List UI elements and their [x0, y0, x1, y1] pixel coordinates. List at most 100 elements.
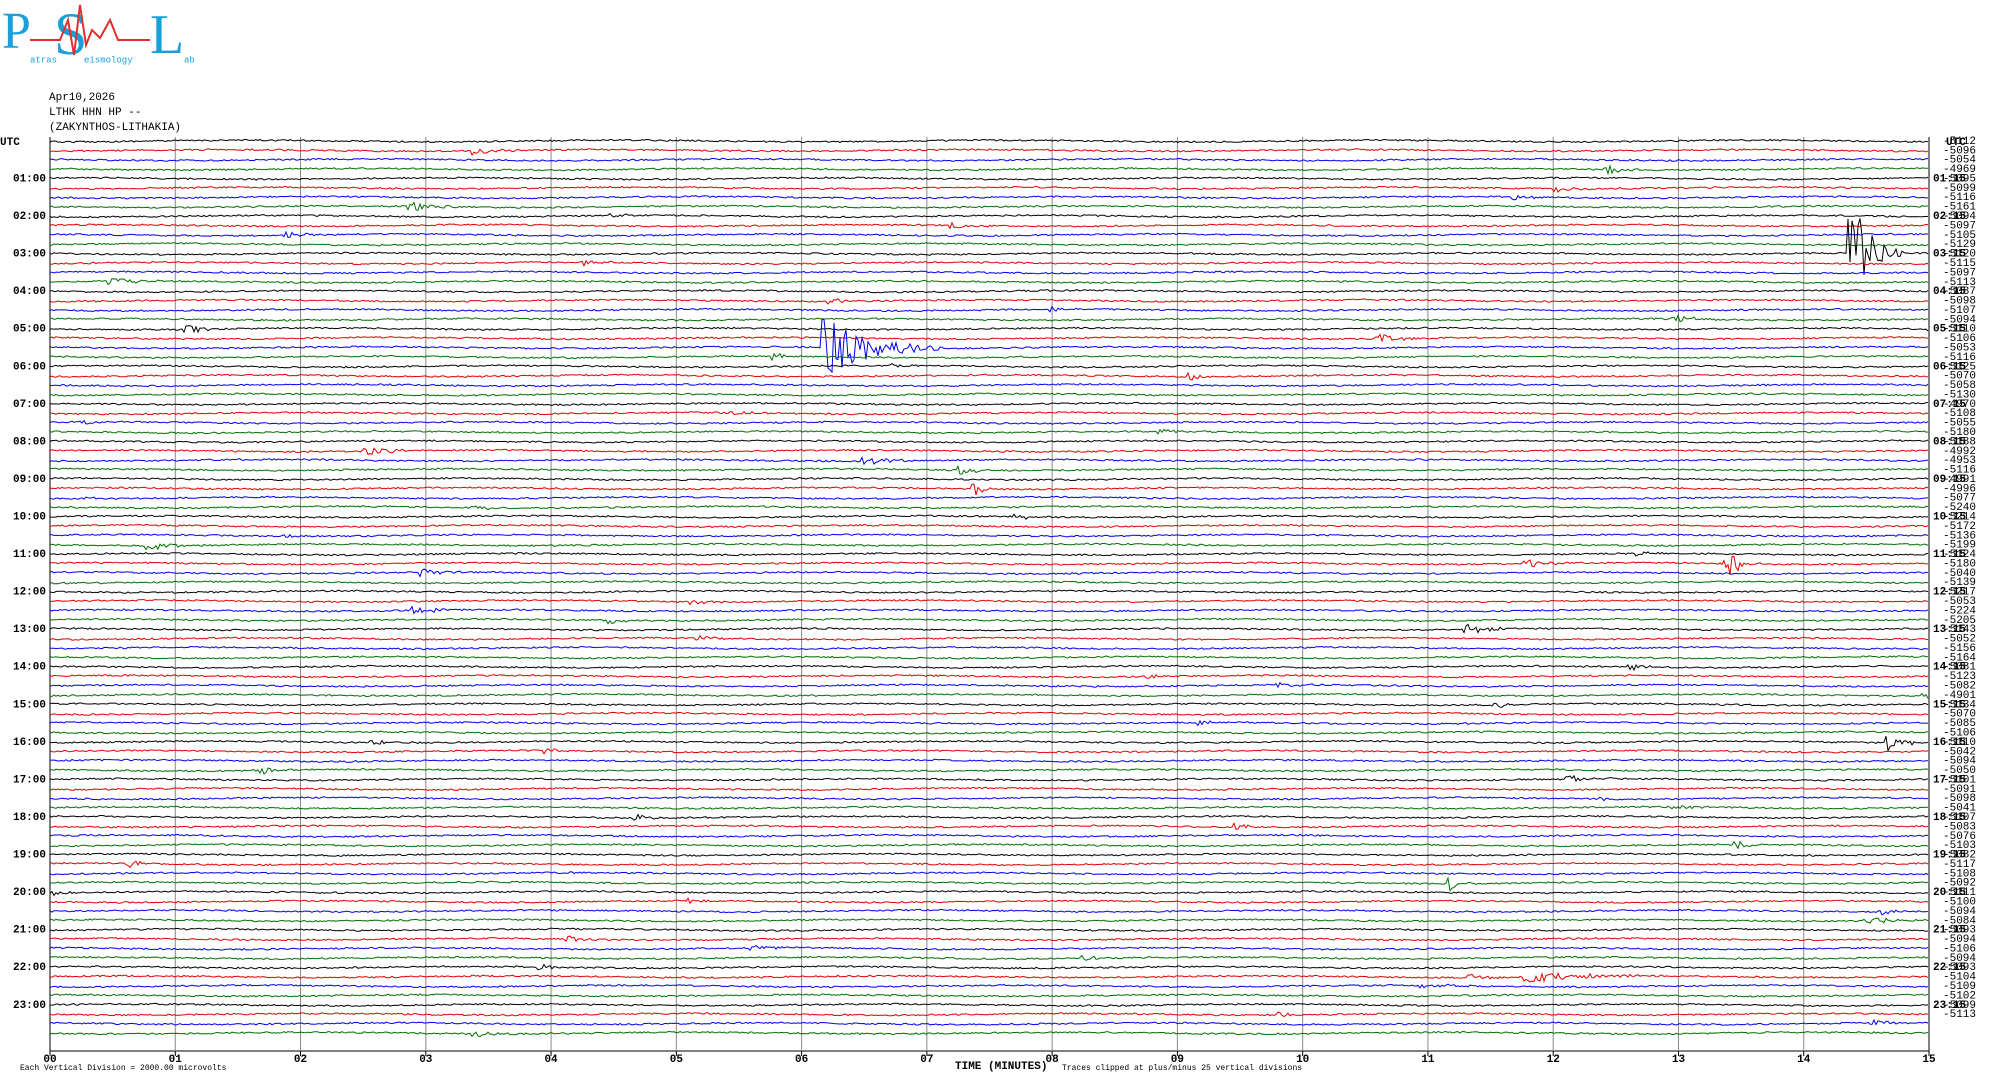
trace-offset: -5107: [1943, 812, 1976, 824]
trace-offset: -5111: [1943, 887, 1976, 899]
trace-offset: -5115: [1943, 258, 1976, 270]
x-tick-label: 06: [795, 1054, 808, 1066]
trace-offset: -5097: [1943, 220, 1976, 232]
trace: [49, 505, 1929, 511]
trace: [49, 983, 1929, 989]
trace-offset: -5116: [1943, 192, 1976, 204]
left-utc: UTC: [0, 137, 20, 149]
x-tick-label: 15: [1922, 1054, 1936, 1066]
trace: [49, 580, 1929, 585]
trace: [49, 221, 1929, 230]
trace-offset: -5156: [1943, 643, 1976, 655]
hour-label: 18:15: [1933, 812, 1966, 824]
trace-offset: -5050: [1943, 765, 1976, 777]
trace-offset: -5098: [1943, 296, 1976, 308]
trace-offset: -5094: [1943, 211, 1976, 223]
trace: [49, 483, 1929, 496]
hour-label: 01:15: [1933, 173, 1966, 185]
trace-offset: -5240: [1943, 502, 1976, 514]
hour-label: 12:15: [1933, 587, 1966, 599]
trace: [49, 711, 1929, 717]
trace: [49, 927, 1929, 932]
trace-offset: -5098: [1943, 793, 1976, 805]
trace-offset: -5082: [1943, 850, 1976, 862]
trace: [49, 513, 1929, 520]
trace: [49, 796, 1928, 802]
trace-offset: -5102: [1943, 990, 1976, 1002]
trace: [49, 767, 1929, 775]
trace: [49, 748, 1929, 755]
trace: [49, 897, 1929, 905]
trace: [49, 352, 1929, 362]
hour-label: 13:15: [1933, 624, 1966, 636]
hour-label: 08:00: [13, 436, 46, 448]
trace-offset: -5097: [1943, 267, 1976, 279]
trace: [49, 476, 1929, 482]
trace: [49, 681, 1929, 689]
hour-label: 07:15: [1933, 399, 1966, 411]
x-axis-title: TIME (MINUTES): [955, 1061, 1047, 1073]
trace-offset: -5129: [1943, 239, 1976, 251]
trace-offset: -5083: [1943, 821, 1976, 833]
x-tick-label: 00: [43, 1054, 56, 1066]
trace: [49, 157, 1929, 162]
trace-offset: -5161: [1943, 202, 1976, 214]
trace: [49, 278, 1929, 286]
trace: [49, 194, 1929, 201]
trace-offset: -5054: [1943, 155, 1976, 167]
trace: [49, 148, 1929, 157]
hour-label: 04:15: [1933, 286, 1966, 298]
trace-offset: -5214: [1943, 512, 1976, 524]
hour-label: 07:00: [13, 399, 46, 411]
trace-offset: -4969: [1943, 164, 1976, 176]
x-tick-label: 05: [670, 1054, 684, 1066]
x-tick-label: 13: [1672, 1054, 1686, 1066]
x-tick-label: 11: [1421, 1054, 1435, 1066]
trace: [49, 551, 1928, 557]
trace: [49, 598, 1929, 606]
trace: [49, 890, 1929, 897]
hour-label: 10:00: [13, 512, 46, 524]
right-utc: UTC: [1946, 137, 1966, 149]
trace: [49, 917, 1929, 924]
trace: [49, 542, 1929, 551]
x-tick-label: 07: [920, 1054, 933, 1066]
trace-offset: -4953: [1943, 455, 1976, 467]
logo-wave: [30, 4, 150, 56]
hour-label: 22:15: [1933, 962, 1966, 974]
trace: [49, 138, 1929, 144]
trace: [49, 663, 1929, 672]
trace-offset: -5041: [1943, 803, 1976, 815]
hour-label: 20:00: [13, 887, 46, 899]
trace-offset: -5124: [1943, 549, 1976, 561]
trace: [49, 963, 1929, 971]
trace: [49, 1011, 1929, 1017]
trace: [49, 230, 1929, 238]
hour-label: 01:00: [13, 173, 46, 185]
hour-label: 21:00: [13, 925, 46, 937]
hour-label: 20:15: [1933, 887, 1966, 899]
trace-offset: -5143: [1943, 624, 1976, 636]
trace: [50, 774, 1929, 783]
hour-label: 19:15: [1933, 850, 1966, 862]
trace: [49, 758, 1928, 763]
hour-label: 03:15: [1933, 249, 1966, 261]
trace-offset: -5107: [1943, 305, 1976, 317]
trace-offset: -5116: [1943, 465, 1976, 477]
hour-label: 22:00: [13, 962, 46, 974]
trace: [49, 305, 1929, 313]
trace-offset: -4901: [1943, 690, 1976, 702]
trace: [49, 972, 1929, 983]
trace: [49, 935, 1929, 943]
trace-offset: -5199: [1943, 540, 1976, 552]
trace: [49, 702, 1929, 708]
trace: [49, 428, 1929, 435]
trace: [49, 362, 1929, 369]
logo-letter: P: [2, 3, 31, 60]
trace: [49, 871, 1929, 876]
trace: [49, 623, 1929, 634]
trace-offset: -5093: [1943, 962, 1976, 974]
trace: [49, 410, 1929, 416]
trace-offset: -5112: [1943, 136, 1976, 148]
